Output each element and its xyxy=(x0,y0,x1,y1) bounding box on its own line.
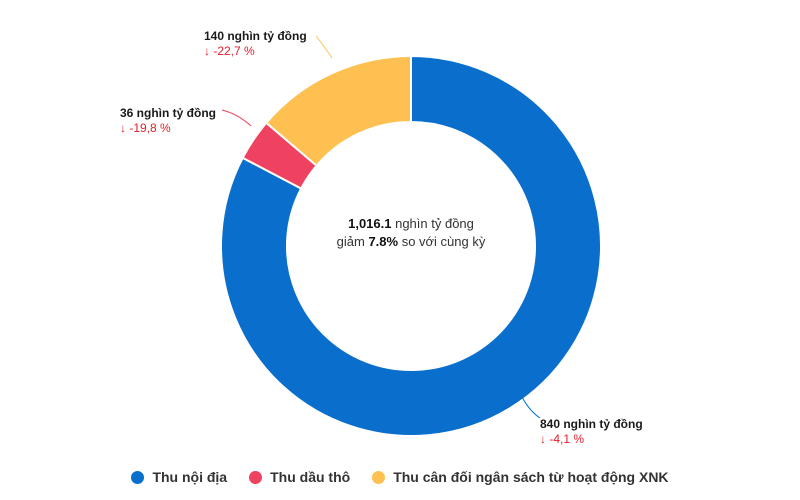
center-total: 1,016.1 nghìn tỷ đồng xyxy=(348,216,474,231)
label-thu-can-doi-xnk-change: ↓ -22,7 % xyxy=(204,44,255,58)
legend-swatch xyxy=(372,470,386,484)
center-change: giảm 7.8% so với cùng kỳ xyxy=(337,234,486,249)
leader-line xyxy=(519,392,541,419)
leader-line xyxy=(221,109,252,127)
label-thu-can-doi-xnk: 140 nghìn tỷ đồng xyxy=(204,29,307,43)
legend-item-thu-can-doi-xnk[interactable]: Thu cân đối ngân sách từ hoạt động XNK xyxy=(372,469,669,485)
legend-item-thu-dau-tho[interactable]: Thu dầu thô xyxy=(249,469,350,485)
legend-label: Thu nội địa xyxy=(152,469,228,485)
label-thu-dau-tho-change: ↓ -19,8 % xyxy=(120,121,171,135)
leader-line xyxy=(315,35,333,59)
slice-thu-noi-dia[interactable] xyxy=(220,54,602,437)
donut-chart: 840 nghìn tỷ đồng↓ -4,1 % 36 nghìn tỷ đồn… xyxy=(120,29,643,446)
legend-label: Thu cân đối ngân sách từ hoạt động XNK xyxy=(393,469,669,485)
legend-swatch xyxy=(249,470,263,484)
label-thu-dau-tho: 36 nghìn tỷ đồng xyxy=(120,106,216,120)
legend-item-thu-noi-dia[interactable]: Thu nội địa xyxy=(131,469,227,485)
legend-swatch xyxy=(131,470,145,484)
legend: Thu nội địa Thu dầu thô Thu cân đối ngân… xyxy=(0,469,800,485)
label-thu-noi-dia-change: ↓ -4,1 % xyxy=(540,432,584,446)
label-thu-noi-dia: 840 nghìn tỷ đồng xyxy=(540,417,643,431)
legend-label: Thu dầu thô xyxy=(270,469,351,485)
slice-thu-can-doi-xnk[interactable] xyxy=(264,54,412,168)
